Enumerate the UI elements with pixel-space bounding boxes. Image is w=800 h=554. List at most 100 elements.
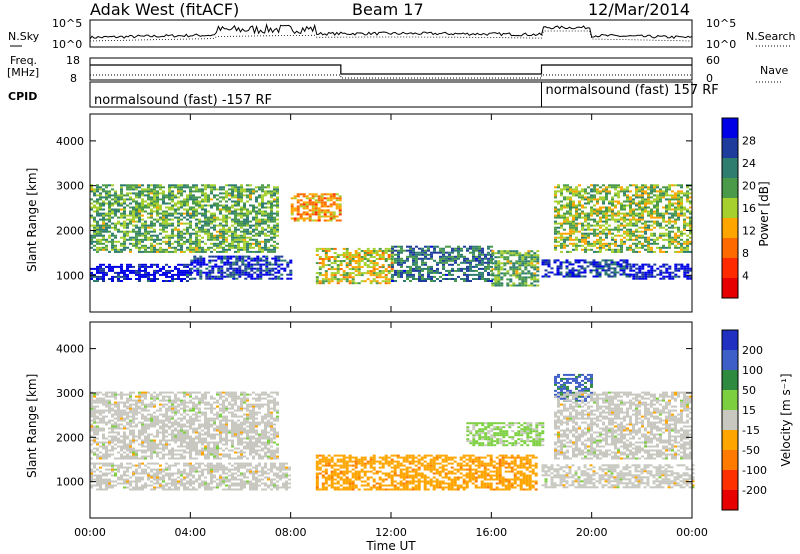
heatmap-cell	[665, 275, 669, 278]
heatmap-cell	[581, 198, 584, 201]
heatmap-cell	[123, 482, 126, 485]
heatmap-cell	[436, 269, 439, 272]
heatmap-cell	[506, 258, 510, 261]
heatmap-cell	[454, 269, 457, 272]
heatmap-cell	[674, 250, 677, 253]
heatmap-cell	[165, 271, 168, 274]
heatmap-cell	[381, 250, 385, 252]
heatmap-cell	[572, 194, 575, 197]
heatmap-cell	[605, 190, 608, 193]
heatmap-cell	[120, 474, 123, 477]
heatmap-cell	[626, 232, 629, 235]
heatmap-cell	[96, 248, 99, 251]
heatmap-cell	[255, 244, 258, 247]
heatmap-cell	[290, 207, 294, 210]
heatmap-cell	[210, 236, 213, 239]
heatmap-cell	[671, 226, 674, 229]
heatmap-cell	[141, 472, 144, 475]
heatmap-cell	[159, 206, 162, 209]
heatmap-cell	[229, 263, 233, 266]
heatmap-cell	[258, 202, 261, 205]
heatmap-cell	[282, 468, 285, 471]
heatmap-cell	[156, 474, 159, 477]
nave-label: Nave	[760, 64, 788, 77]
heatmap-cell	[138, 472, 141, 475]
heatmap-cell	[210, 198, 213, 201]
heatmap-cell	[617, 190, 620, 193]
heatmap-cell	[656, 238, 659, 241]
heatmap-cell	[415, 257, 418, 260]
heatmap-cell	[108, 486, 111, 489]
heatmap-cell	[186, 462, 189, 465]
heatmap-cell	[680, 184, 683, 187]
heatmap-cell	[105, 451, 108, 454]
heatmap-cell	[674, 232, 677, 235]
heatmap-cell	[318, 280, 322, 283]
heatmap-cell	[198, 482, 201, 485]
heatmap-cell	[605, 188, 608, 191]
heatmap-cell	[605, 248, 608, 251]
heatmap-cell	[195, 466, 198, 469]
heatmap-cell	[677, 198, 680, 201]
heatmap-cell	[363, 272, 367, 275]
heatmap-cell	[330, 256, 334, 258]
heatmap-cell	[276, 214, 279, 217]
heatmap-cell	[559, 271, 563, 274]
heatmap-cell	[686, 244, 689, 247]
heatmap-cell	[264, 214, 267, 217]
heatmap-cell	[189, 212, 192, 215]
heatmap-cell	[466, 273, 469, 276]
heatmap-cell	[216, 224, 219, 227]
heatmap-cell	[481, 251, 484, 254]
heatmap-cell	[668, 202, 671, 205]
heatmap-cell	[243, 206, 246, 209]
heatmap-cell	[518, 262, 522, 265]
heatmap-cell	[117, 265, 120, 268]
heatmap-cell	[201, 248, 204, 251]
heatmap-cell	[330, 274, 334, 277]
heatmap-cell	[680, 192, 683, 195]
heatmap-cell	[566, 212, 569, 215]
heatmap-cell	[258, 208, 261, 211]
heatmap-cell	[554, 222, 557, 225]
heatmap-cell	[554, 226, 557, 229]
heatmap-cell	[581, 194, 584, 197]
heatmap-cell	[195, 242, 198, 245]
heatmap-cell	[99, 202, 102, 205]
heatmap-cell	[677, 230, 680, 233]
heatmap-cell	[620, 234, 623, 237]
heatmap-cell	[204, 230, 207, 233]
heatmap-cell	[126, 198, 129, 201]
heatmap-cell	[243, 202, 246, 205]
heatmap-cell	[255, 472, 258, 475]
heatmap-cell	[575, 246, 578, 249]
heatmap-cell	[213, 218, 216, 221]
heatmap-cell	[503, 274, 507, 277]
heatmap-cell	[527, 262, 531, 265]
heatmap-cell	[153, 194, 156, 197]
heatmap-cell	[274, 267, 278, 270]
heatmap-cell	[270, 208, 273, 211]
heatmap-cell	[427, 265, 430, 268]
heatmap-cell	[90, 409, 93, 412]
heatmap-cell	[264, 202, 267, 205]
heatmap-cell	[96, 415, 99, 418]
heatmap-cell	[249, 192, 252, 195]
heatmap-cell	[132, 470, 135, 473]
heatmap-cell	[530, 250, 534, 253]
heatmap-cell	[171, 484, 174, 487]
heatmap-cell	[321, 264, 325, 267]
heatmap-cell	[302, 201, 306, 204]
heatmap-cell	[273, 248, 276, 251]
heatmap-cell	[267, 238, 270, 241]
heatmap-cell	[569, 220, 572, 223]
heatmap-cell	[120, 482, 123, 485]
heatmap-cell	[656, 267, 660, 270]
heatmap-cell	[225, 236, 228, 239]
heatmap-cell	[351, 258, 355, 260]
heatmap-cell	[338, 209, 342, 212]
heatmap-cell	[153, 472, 156, 475]
heatmap-cell	[219, 234, 222, 237]
heatmap-cell	[662, 250, 665, 253]
heatmap-cell	[252, 204, 255, 207]
